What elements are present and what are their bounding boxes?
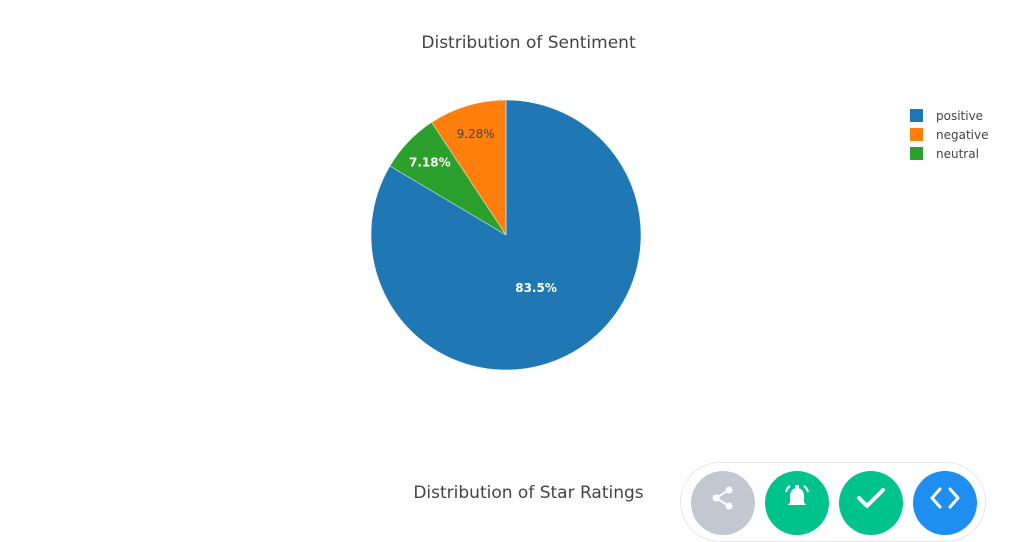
share-button[interactable] [691, 471, 755, 535]
legend-label-positive: positive [936, 108, 984, 123]
code-icon [930, 487, 960, 509]
legend-swatch-positive [910, 109, 923, 122]
pie-label-neutral: 7.18% [409, 155, 451, 169]
legend: positive negative neutral [910, 106, 988, 163]
floating-action-toolbar [680, 462, 986, 542]
star-ratings-chart-title: Distribution of Star Ratings [413, 483, 644, 503]
legend-item-neutral[interactable]: neutral [910, 144, 988, 163]
pie-label-positive: 83.5% [515, 281, 557, 295]
legend-swatch-negative [910, 128, 923, 141]
pie-chart: 83.5% 7.18% 9.28% [370, 99, 642, 371]
legend-label-neutral: neutral [936, 146, 979, 161]
embed-code-button[interactable] [913, 471, 977, 535]
notify-button[interactable] [765, 471, 829, 535]
legend-label-negative: negative [936, 127, 989, 142]
pie-slice-negative[interactable] [431, 99, 507, 236]
bell-icon [785, 485, 809, 505]
legend-swatch-neutral [910, 147, 923, 160]
chart-title: Distribution of Sentiment [421, 33, 636, 53]
pie-label-negative: 9.28% [457, 127, 495, 141]
approve-button[interactable] [839, 471, 903, 535]
check-icon [857, 488, 885, 508]
legend-item-negative[interactable]: negative [910, 125, 988, 144]
share-icon [712, 486, 733, 510]
legend-item-positive[interactable]: positive [910, 106, 988, 125]
